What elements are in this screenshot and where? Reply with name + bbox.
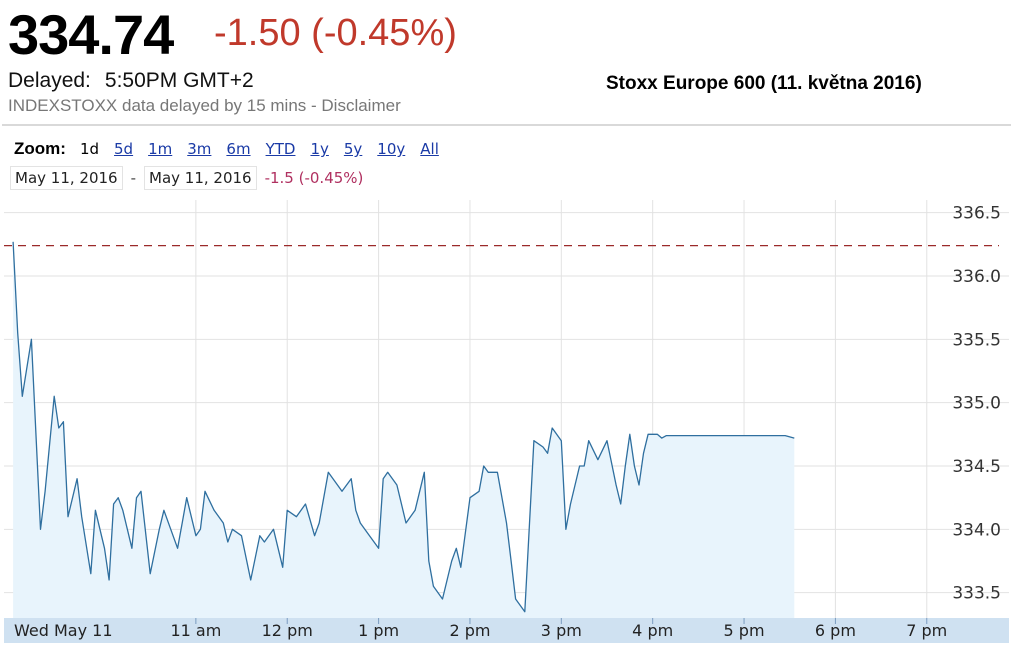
zoom-option-1y[interactable]: 1y [310,140,329,158]
zoom-option-1d[interactable]: 1d [79,140,100,158]
y-tick-label: 335.5 [952,330,1001,350]
chart-frame [2,124,1011,646]
y-tick-label: 334.5 [952,457,1001,477]
delayed-time: 5:50PM GMT+2 [104,69,254,92]
x-tick-label: 12 pm [262,621,313,640]
zoom-option-5y[interactable]: 5y [343,140,363,158]
zoom-option-10y[interactable]: 10y [377,140,406,158]
chart-annotation: Stoxx Europe 600 (11. května 2016) [606,73,922,94]
date-range: May 11, 2016 - May 11, 2016 -1.5 (-0.45%… [10,165,363,191]
x-tick-label: 3 pm [541,621,582,640]
delayed-label: Delayed: [8,69,91,92]
x-tick-label: Wed May 11 [14,621,113,640]
last-price: 334.74 [8,3,174,66]
zoom-option-ytd[interactable]: YTD [265,140,296,158]
x-axis-band [4,618,1009,643]
y-tick-label: 333.5 [952,584,1001,604]
zoom-option-1m[interactable]: 1m [148,140,173,158]
series-line [12,241,795,613]
delayed-info: Delayed: 5:50PM GMT+2 [8,69,254,93]
x-tick-label: 4 pm [632,621,673,640]
zoom-bar: Zoom: 1d 5d 1m 3m 6m YTD 1y 5y 10y All [14,139,454,159]
x-tick-label: 2 pm [449,621,490,640]
range-to-date[interactable]: May 11, 2016 [144,166,257,190]
series-area [13,241,795,619]
range-change: -1.5 (-0.45%) [264,169,364,187]
x-tick-label: 11 am [170,621,221,640]
x-tick-label: 5 pm [724,621,765,640]
x-tick-label: 7 pm [906,621,947,640]
y-tick-label: 335.0 [952,394,1001,414]
range-from-date[interactable]: May 11, 2016 [10,166,123,190]
zoom-option-3m[interactable]: 3m [187,140,212,158]
zoom-option-5d[interactable]: 5d [114,140,134,158]
y-tick-label: 336.5 [952,204,1001,224]
price-change: -1.50 (-0.45%) [214,12,457,54]
source-note[interactable]: INDEXSTOXX data delayed by 15 mins - Dis… [8,96,401,115]
x-tick-label: 1 pm [358,621,399,640]
x-tick-label: 6 pm [815,621,856,640]
zoom-option-all[interactable]: All [420,140,439,158]
y-tick-label: 334.0 [952,520,1001,540]
range-separator: - [130,169,136,187]
y-tick-label: 336.0 [952,267,1001,287]
zoom-option-6m[interactable]: 6m [226,140,251,158]
zoom-label: Zoom: [14,139,66,158]
